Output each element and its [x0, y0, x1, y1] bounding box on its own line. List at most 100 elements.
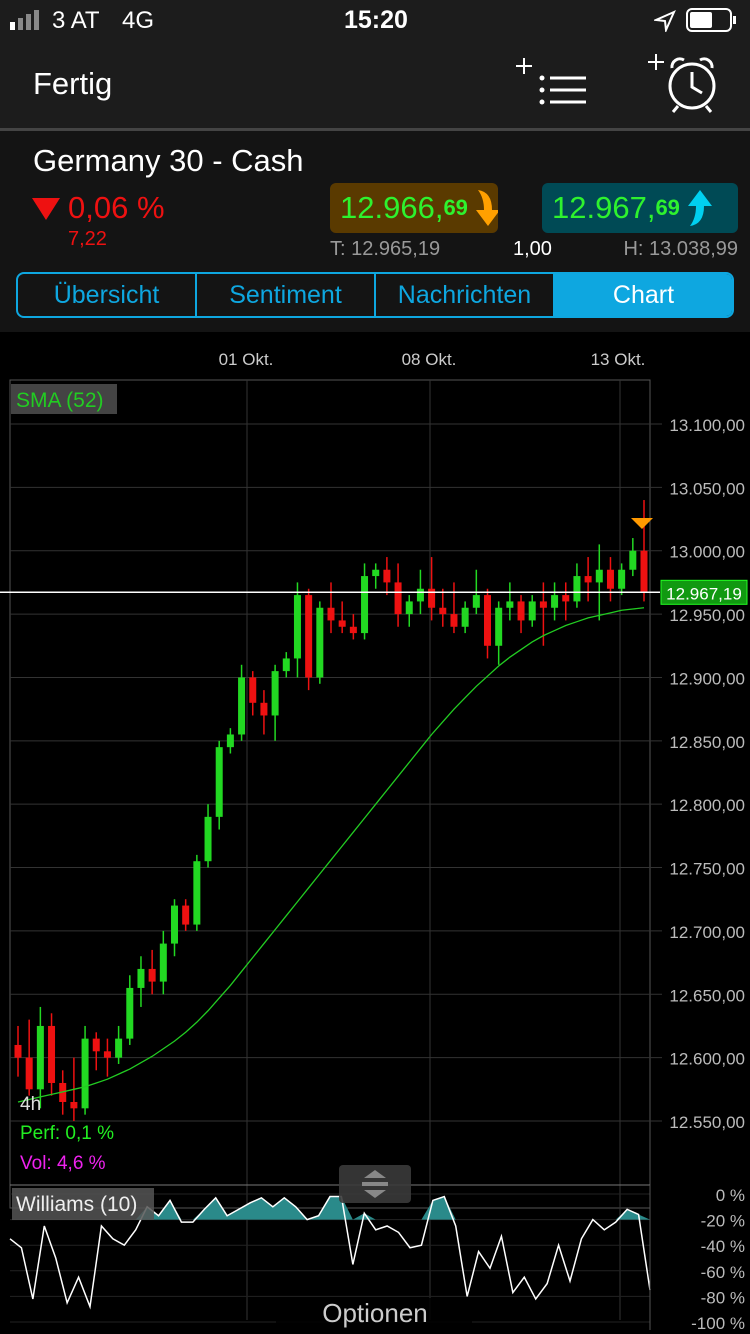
candle-body [193, 861, 201, 925]
spread: 1,00 [513, 238, 552, 260]
options-button[interactable]: Optionen [322, 1298, 428, 1328]
bid-price: 12.966, [340, 190, 444, 225]
tab-chart[interactable]: Chart [555, 274, 732, 316]
sma-line [17, 607, 645, 1103]
price-tick-label: 12.600,00 [669, 1050, 745, 1069]
candle-body [282, 658, 290, 672]
sell-button[interactable]: 12.966, 69 [330, 183, 498, 233]
price-tick-label: 12.950,00 [669, 606, 745, 625]
williams-tick-label: -20 % [701, 1212, 745, 1231]
candle-body [361, 576, 369, 634]
arrow-down-icon [475, 190, 498, 226]
tab-overview[interactable]: Übersicht [18, 274, 197, 316]
add-list-icon[interactable] [512, 56, 588, 108]
candle-body [584, 576, 592, 583]
price-tick-label: 12.550,00 [669, 1113, 745, 1132]
price-tick-label: 12.700,00 [669, 923, 745, 942]
interval-label: 4h [20, 1094, 41, 1115]
candle-body [171, 905, 178, 944]
signal-icon [10, 10, 39, 30]
candle-body [327, 607, 335, 621]
candle-body [484, 595, 491, 646]
status-bar: 3 AT 4G 15:20 [0, 0, 750, 40]
buy-button[interactable]: 12.967, 69 [542, 183, 738, 233]
tab-sentiment[interactable]: Sentiment [197, 274, 376, 316]
williams-tick-label: -100 % [691, 1314, 745, 1333]
date-label: 08 Okt. [402, 350, 457, 369]
price-tick-label: 13.050,00 [669, 479, 745, 498]
candle-body [629, 550, 637, 570]
indicator-label-bg [11, 384, 117, 414]
price-tick-label: 12.650,00 [669, 986, 745, 1005]
candle-body [349, 626, 357, 634]
done-button[interactable]: Fertig [33, 66, 113, 101]
sma-label[interactable]: SMA (52) [16, 389, 104, 412]
candle-body [305, 595, 313, 678]
add-alarm-icon[interactable] [642, 50, 722, 114]
candle-body [551, 595, 559, 608]
tab-news[interactable]: Nachrichten [376, 274, 555, 316]
candle-body [562, 595, 570, 602]
candle-body [606, 569, 614, 589]
chart-frame [9, 379, 651, 1209]
nav-bar: Fertig [0, 40, 750, 131]
candle-body [204, 816, 212, 862]
price-tick-label: 12.750,00 [669, 860, 745, 879]
williams-tick-label: -60 % [701, 1263, 745, 1282]
candle-body [25, 1057, 33, 1090]
high-price: H: 13.038,99 [623, 238, 738, 260]
price-tick-label: 12.850,00 [669, 733, 745, 752]
network: 4G [122, 7, 155, 34]
ask-price: 12.967, [552, 190, 656, 225]
vol-label: Vol: 4,6 % [20, 1153, 106, 1174]
williams-label[interactable]: Williams (10) [16, 1193, 137, 1216]
current-price-badge [660, 579, 748, 605]
location-arrow-icon [654, 10, 676, 32]
tab-bar: Übersicht Sentiment Nachrichten Chart [16, 272, 734, 318]
candle-body [338, 620, 346, 627]
price-tick-label: 12.900,00 [669, 669, 745, 688]
candle-body [103, 1051, 111, 1058]
arrow-up-icon [687, 190, 712, 226]
bid-price-fraction: 69 [443, 195, 468, 220]
candle-body [148, 968, 156, 982]
candle-body [595, 569, 603, 583]
candle-body [48, 1025, 56, 1083]
candle-body [36, 1025, 44, 1090]
candle-body [383, 569, 391, 583]
instrument-header: Germany 30 - Cash 0,06 % 7,22 12.966, 69 … [0, 131, 750, 332]
candle-body [528, 601, 536, 621]
candle-body [137, 968, 145, 988]
candle-body [70, 1101, 78, 1109]
clock: 15:20 [344, 6, 408, 34]
candle-body [640, 550, 648, 593]
low-price: T: 12.965,19 [330, 238, 441, 260]
candle-body [215, 747, 223, 817]
candle-body [92, 1038, 100, 1052]
price-tick-label: 13.000,00 [669, 543, 745, 562]
perf-label: Perf: 0,1 % [20, 1123, 114, 1144]
resize-handle[interactable] [339, 1165, 411, 1203]
williams-tick-label: -80 % [701, 1288, 745, 1307]
candle-body [439, 607, 447, 615]
candle-body [159, 943, 167, 982]
candle-body [260, 702, 268, 716]
candle-body [293, 595, 301, 659]
position-marker-icon [631, 518, 653, 530]
ask-price-fraction: 69 [655, 195, 680, 220]
candle-body [405, 601, 413, 615]
williams-line [9, 1195, 651, 1310]
candle-body [316, 607, 324, 678]
candle-body [14, 1044, 22, 1058]
date-label: 01 Okt. [219, 350, 274, 369]
price-tick-label: 12.800,00 [669, 796, 745, 815]
candle-body [495, 607, 503, 646]
candle-body [450, 614, 458, 627]
candle-body [249, 677, 257, 703]
candle-body [226, 734, 234, 748]
candle-body [472, 595, 480, 608]
candle-body [573, 576, 581, 602]
candle-body [618, 569, 626, 589]
candle-body [461, 607, 469, 627]
